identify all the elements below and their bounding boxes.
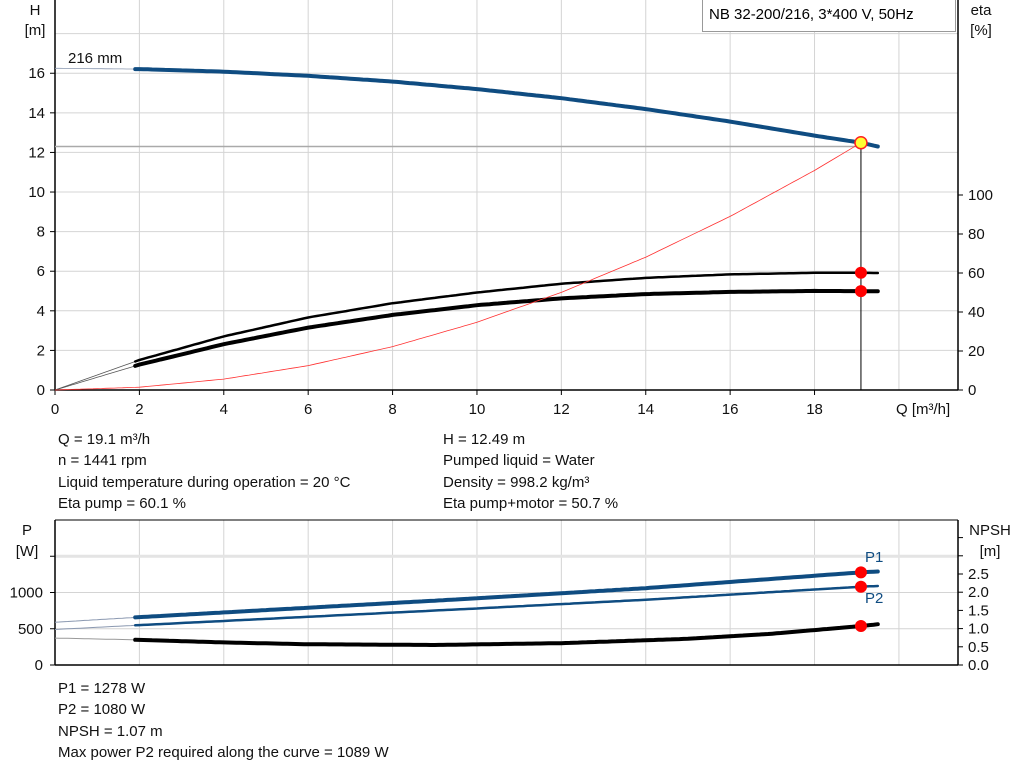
y-tick-label-right: 40 (968, 304, 985, 321)
curve-eta_pump_motor-extrapolated (54, 365, 136, 391)
y-tick-label-left: 6 (37, 263, 45, 280)
info-p2: P2 = 1080 W (58, 701, 146, 718)
y-tick-label-right: 0.0 (968, 657, 989, 674)
curve-diameter-label: 216 mm (68, 50, 122, 67)
curve-P2-extrapolated (54, 624, 136, 630)
y-axis-unit-right: [%] (970, 22, 992, 39)
x-tick-label: 4 (220, 401, 228, 418)
curve-P1-extrapolated (54, 616, 136, 623)
y-axis-label-left: P (22, 522, 32, 539)
curve-eta_pump_motor (133, 288, 880, 368)
curve-P1 (133, 569, 880, 620)
info-density: Density = 998.2 kg/m³ (443, 474, 590, 491)
info-p1: P1 = 1278 W (58, 680, 146, 697)
x-tick-label: 0 (51, 401, 59, 418)
curve-NPSH (133, 622, 880, 647)
x-tick-label: 16 (722, 401, 739, 418)
operating-point-head (854, 135, 868, 150)
series-label-p1: P1 (865, 549, 883, 566)
curve-NPSH-extrapolated (54, 637, 136, 641)
curve-P2 (133, 584, 880, 627)
info-eta-pump: Eta pump = 60.1 % (58, 495, 186, 512)
y-axis-unit-left: [m] (25, 22, 46, 39)
x-tick-label: 6 (304, 401, 312, 418)
info-eta-pump-motor: Eta pump+motor = 50.7 % (443, 495, 619, 512)
operating-point-eta-pump-motor (854, 285, 867, 298)
y-tick-label-left: 2 (37, 342, 45, 359)
info-liquid: Pumped liquid = Water (443, 452, 595, 469)
info-temperature: Liquid temperature during operation = 20… (58, 474, 351, 491)
x-tick-label: 18 (806, 401, 823, 418)
y-tick-label-right: 1.5 (968, 602, 989, 619)
info-q: Q = 19.1 m³/h (58, 431, 151, 448)
x-tick-label: 8 (388, 401, 396, 418)
operating-point-p1 (854, 566, 867, 579)
y-tick-label-left: 8 (37, 224, 45, 241)
info-max-power: Max power P2 required along the curve = … (58, 744, 389, 761)
y-axis-unit-left: [W] (16, 543, 39, 560)
y-axis-label-right: NPSH (969, 522, 1011, 539)
curve-eta_pump-extrapolated (54, 361, 136, 391)
y-tick-label-left: 0 (35, 657, 43, 674)
y-tick-label-right: 100 (968, 187, 993, 204)
x-axis-label: Q [m³/h] (896, 401, 950, 418)
y-tick-label-right: 20 (968, 343, 985, 360)
curve-H (133, 67, 880, 149)
y-tick-label-left: 1000 (10, 585, 43, 602)
y-tick-label-right: 80 (968, 226, 985, 243)
x-tick-label: 10 (469, 401, 486, 418)
series-label-p2: P2 (865, 590, 883, 607)
x-tick-label: 14 (637, 401, 654, 418)
y-tick-label-right: 2.0 (968, 584, 989, 601)
y-tick-label-left: 16 (28, 65, 45, 82)
y-tick-label-left: 500 (18, 621, 43, 638)
chart-title: NB 32-200/216, 3*400 V, 50Hz (702, 0, 956, 32)
y-axis-unit-right: [m] (980, 543, 1001, 560)
curve-eta_pump (133, 271, 880, 363)
x-tick-label: 2 (135, 401, 143, 418)
y-tick-label-right: 60 (968, 265, 985, 282)
y-tick-label-right: 0.5 (968, 639, 989, 656)
operating-point-eta-pump (854, 266, 867, 279)
y-tick-label-left: 10 (28, 184, 45, 201)
operating-point-npsh (854, 620, 867, 633)
operating-point-p2 (854, 580, 867, 593)
y-tick-label-left: 0 (37, 382, 45, 399)
y-axis-label-right: eta (971, 2, 993, 19)
info-speed: n = 1441 rpm (58, 452, 147, 469)
y-tick-label-right: 1.0 (968, 621, 989, 638)
y-tick-label-left: 4 (37, 303, 45, 320)
info-npsh: NPSH = 1.07 m (58, 723, 163, 740)
y-tick-label-left: 12 (28, 144, 45, 161)
info-h: H = 12.49 m (443, 431, 526, 448)
system-curve (54, 142, 862, 391)
x-tick-label: 12 (553, 401, 570, 418)
y-axis-label-left: H (30, 2, 41, 19)
curve-H-extrapolated (55, 67, 136, 70)
y-tick-label-left: 14 (28, 105, 45, 122)
y-tick-label-right: 0 (968, 382, 976, 399)
y-tick-label-right: 2.5 (968, 566, 989, 583)
